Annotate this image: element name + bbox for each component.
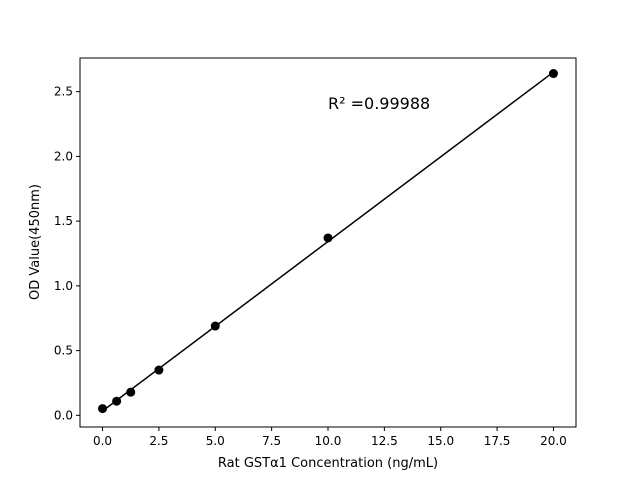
y-tick-label: 1.0 (54, 279, 73, 293)
x-axis-label: Rat GSTα1 Concentration (ng/mL) (218, 456, 438, 471)
x-tick-label: 10.0 (315, 434, 342, 448)
x-tick-label: 7.5 (262, 434, 281, 448)
y-tick-label: 1.5 (54, 214, 73, 228)
data-point (112, 396, 122, 406)
data-point (548, 69, 558, 79)
x-tick-label: 0.0 (93, 434, 112, 448)
y-tick-label: 2.5 (54, 85, 73, 99)
r-squared-annotation: R² =0.99988 (328, 94, 430, 113)
x-tick-label: 17.5 (484, 434, 511, 448)
data-point (98, 404, 108, 414)
x-tick-label: 20.0 (540, 434, 567, 448)
y-tick-label: 0.0 (54, 408, 73, 422)
data-point (126, 387, 136, 397)
y-tick-label: 0.5 (54, 344, 73, 358)
y-axis-label: OD Value(450nm) (28, 184, 43, 300)
data-point (323, 233, 333, 243)
x-tick-label: 5.0 (206, 434, 225, 448)
data-point (154, 365, 164, 375)
x-tick-label: 2.5 (149, 434, 168, 448)
x-tick-label: 15.0 (427, 434, 454, 448)
y-tick-label: 2.0 (54, 149, 73, 163)
data-point (210, 321, 220, 331)
x-tick-label: 12.5 (371, 434, 398, 448)
